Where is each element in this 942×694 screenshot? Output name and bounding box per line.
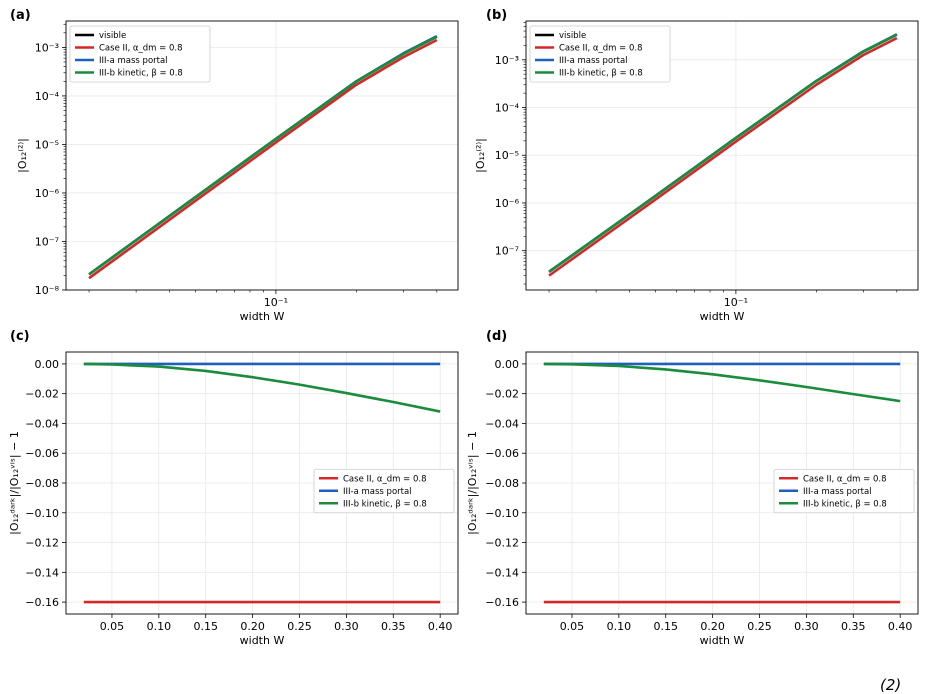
y-axis-label: |O₁₂⁽²⁾| (474, 138, 487, 173)
y-tick-label: −0.06 (25, 447, 59, 460)
y-axis-label: |O₁₂ᵈᵃʳᵏ|/|O₁₂ᵛⁱˢ| − 1 (8, 431, 21, 535)
legend-entry: visible (559, 31, 586, 41)
chart-panel-a: 10⁻¹ 10⁻⁸ 10⁻⁷ 10⁻⁶ 10⁻⁵ 10⁻⁴ 10⁻³ (a) width W |O… (10, 8, 459, 323)
legend: Case II, α_dm = 0.8 III-a mass portal III-… (313, 468, 455, 514)
x-tick-label: 0.40 (888, 620, 913, 633)
legend-entry: Case II, α_dm = 0.8 (343, 474, 427, 484)
y-axis-label: |O₁₂ᵈᵃʳᵏ|/|O₁₂ᵛⁱˢ| − 1 (466, 431, 479, 535)
series-line-case-ii-dm-0-8 (88, 38, 438, 280)
x-tick-label: 10⁻¹ (264, 296, 288, 309)
legend-entry: III-a mass portal (99, 56, 168, 66)
y-tick-label: −0.02 (25, 388, 59, 401)
legend-entry: III-a mass portal (559, 56, 628, 66)
chart-panel-b: 10⁻¹ 10⁻⁷ 10⁻⁶ 10⁻⁵ 10⁻⁴ 10⁻³ (b) width W |O₁₂⁽²… (474, 8, 919, 323)
y-tick-label: 10⁻⁷ (35, 235, 59, 248)
y-tick-label: 10⁻⁶ (35, 187, 60, 200)
y-tick-label: 10⁻⁴ (495, 102, 520, 115)
panel-label: (b) (486, 8, 507, 23)
x-tick-label: 0.30 (794, 620, 819, 633)
legend-entry: Case II, α_dm = 0.8 (803, 474, 887, 484)
x-tick-label: 0.10 (147, 620, 172, 633)
x-tick-label: 0.35 (841, 620, 866, 633)
legend-entry: III-b kinetic, β = 0.8 (343, 499, 427, 509)
y-tick-label: 10⁻³ (35, 41, 59, 54)
x-tick-label: 0.40 (428, 620, 453, 633)
plot-frame (65, 20, 459, 291)
legend-box (69, 25, 211, 83)
legend-entry: III-b kinetic, β = 0.8 (559, 69, 643, 79)
y-tick-label: −0.10 (25, 507, 59, 520)
legend-entry: III-b kinetic, β = 0.8 (803, 499, 887, 509)
legend-entry: III-a mass portal (803, 487, 872, 497)
y-tick-label: −0.06 (485, 447, 519, 460)
legend-entry: Case II, α_dm = 0.8 (99, 44, 183, 54)
y-tick-label: −0.08 (25, 477, 59, 490)
legend-entry: III-b kinetic, β = 0.8 (99, 69, 183, 79)
y-tick-label: −0.04 (25, 417, 59, 430)
legend-entry: visible (99, 31, 126, 41)
panel-label: (d) (486, 329, 507, 344)
y-axis-label: |O₁₂⁽²⁾| (16, 138, 29, 173)
x-tick-label: 0.05 (100, 620, 125, 633)
footer-text: (2) (880, 676, 901, 694)
y-tick-label: −0.16 (25, 596, 59, 609)
y-tick-label: 0.00 (35, 358, 60, 371)
series-line-iii-b-kinetic-0-8 (83, 362, 441, 413)
panel-label: (c) (10, 329, 30, 344)
x-tick-label: 0.15 (653, 620, 678, 633)
x-axis-label: width W (700, 310, 745, 323)
x-tick-label: 0.10 (607, 620, 632, 633)
panel-label: (a) (10, 8, 31, 23)
y-tick-label: −0.12 (485, 537, 519, 550)
x-axis-label: width W (240, 634, 285, 647)
legend-box (773, 468, 915, 514)
y-tick-label: −0.02 (485, 388, 519, 401)
chart-panel-c: 0.05 0.10 0.15 0.20 0.25 0.30 0.35 0.40 0.00 −0.0… (8, 329, 459, 647)
y-tick-label: −0.14 (485, 566, 519, 579)
y-tick-label: 10⁻⁶ (495, 197, 520, 210)
y-tick-label: 10⁻⁸ (35, 284, 60, 297)
y-tick-label: −0.08 (485, 477, 519, 490)
legend-entry: Case II, α_dm = 0.8 (559, 44, 643, 54)
legend: visible Case II, α_dm = 0.8 III-a mass por… (69, 25, 211, 83)
y-tick-label: 10⁻⁷ (495, 245, 519, 258)
legend: Case II, α_dm = 0.8 III-a mass portal III-… (773, 468, 915, 514)
series-line-case-ii-dm-0-8 (548, 36, 898, 277)
y-tick-label: 10⁻⁵ (35, 138, 59, 151)
x-tick-label: 10⁻¹ (724, 296, 748, 309)
y-tick-label: −0.12 (25, 537, 59, 550)
legend: visible Case II, α_dm = 0.8 III-a mass por… (529, 25, 671, 83)
x-tick-label: 0.20 (700, 620, 725, 633)
x-tick-label: 0.05 (560, 620, 585, 633)
legend-box (313, 468, 455, 514)
y-tick-label: 10⁻³ (495, 54, 519, 67)
series-line-iii-b-kinetic-0-8 (548, 33, 898, 273)
series-line-iii-b-kinetic-0-8 (88, 35, 438, 276)
x-tick-label: 0.25 (287, 620, 312, 633)
chart-panel-d: 0.05 0.10 0.15 0.20 0.25 0.30 0.35 0.40 0.00 −0.0… (466, 329, 919, 647)
x-tick-label: 0.30 (334, 620, 359, 633)
y-tick-label: −0.04 (485, 417, 519, 430)
legend-box (529, 25, 671, 83)
y-tick-label: −0.16 (485, 596, 519, 609)
y-tick-label: −0.14 (25, 566, 59, 579)
x-axis-label: width W (700, 634, 745, 647)
x-tick-label: 0.15 (193, 620, 218, 633)
series-line-iii-b-kinetic-0-8 (543, 362, 901, 403)
x-tick-label: 0.20 (240, 620, 265, 633)
y-tick-label: 0.00 (495, 358, 520, 371)
x-tick-label: 0.25 (747, 620, 772, 633)
y-tick-label: 10⁻⁴ (35, 90, 60, 103)
y-tick-label: 10⁻⁵ (495, 149, 519, 162)
x-axis-label: width W (240, 310, 285, 323)
x-tick-label: 0.35 (381, 620, 406, 633)
y-tick-label: −0.10 (485, 507, 519, 520)
legend-entry: III-a mass portal (343, 487, 412, 497)
